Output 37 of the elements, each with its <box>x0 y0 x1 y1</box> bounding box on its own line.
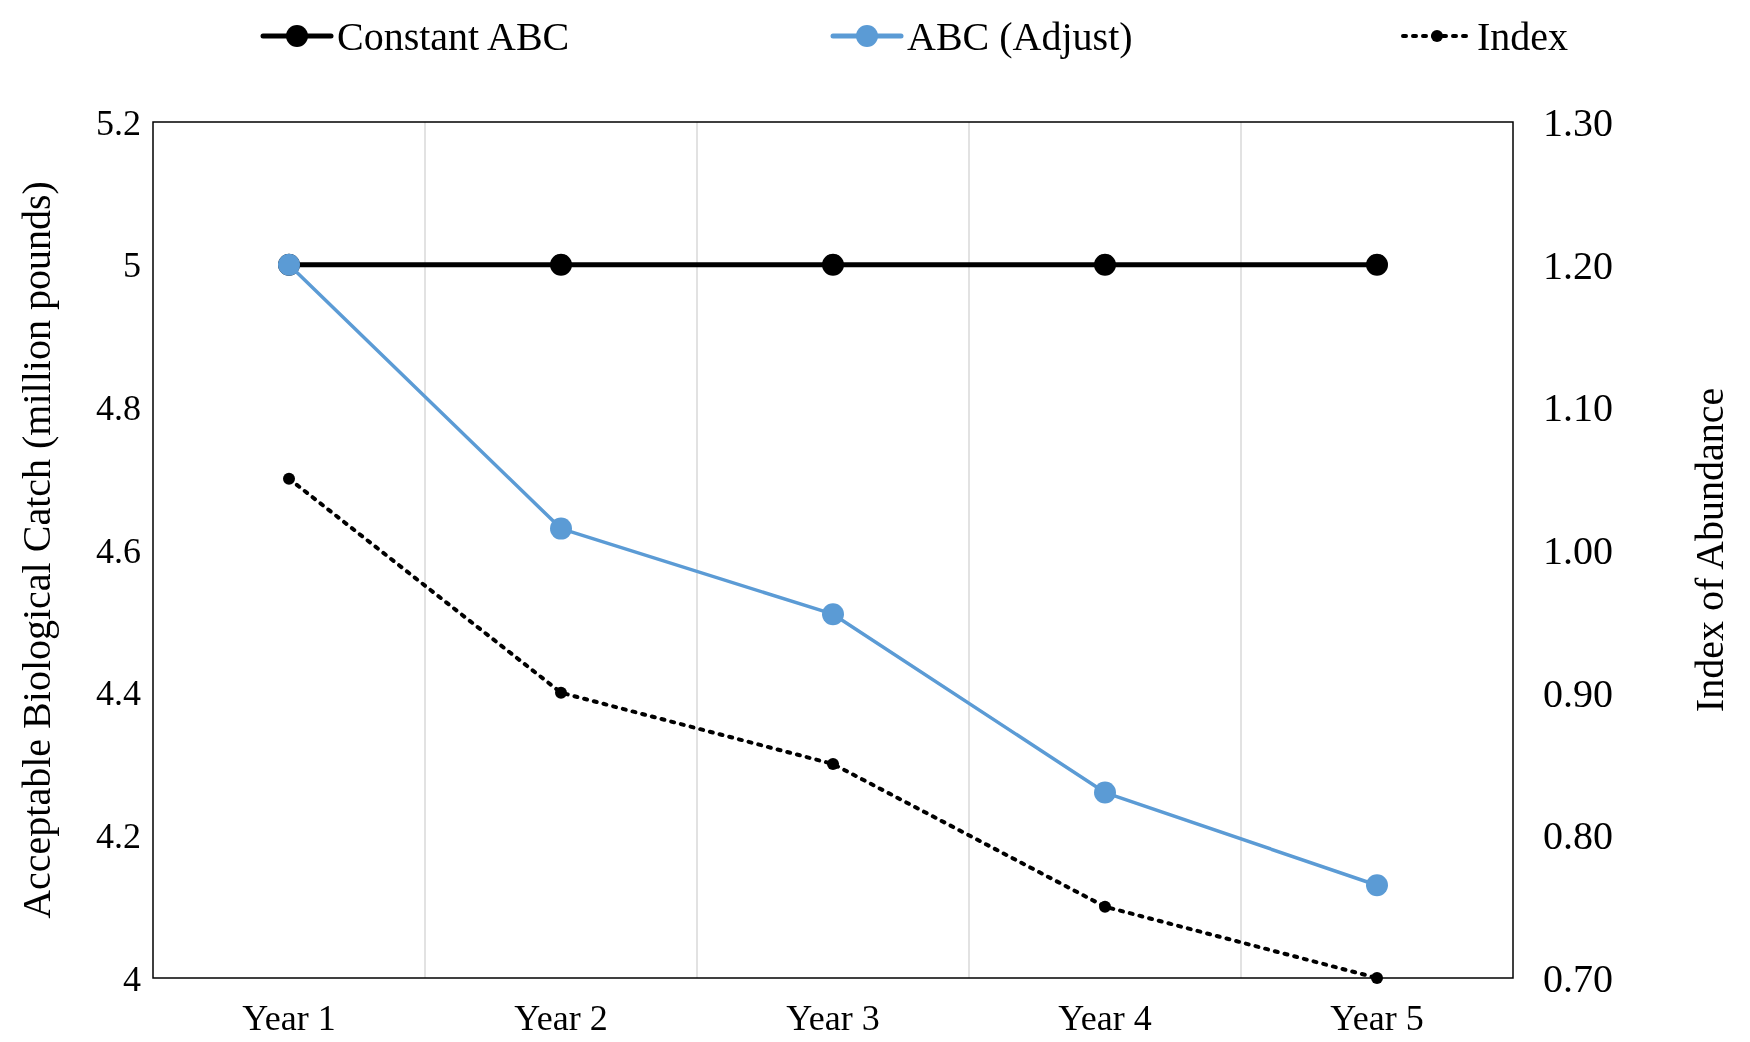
y-tick-label: 5.2 <box>96 102 141 143</box>
y2-tick-label: 1.30 <box>1543 100 1613 145</box>
legend-label: Index <box>1477 14 1569 59</box>
y2-tick-label: 0.80 <box>1543 813 1613 859</box>
y2-axis-title: Index of Abundance <box>1687 387 1732 713</box>
y-tick-label: 4 <box>123 958 141 999</box>
y-tick-label: 5 <box>123 245 141 286</box>
x-tick-label: Year 1 <box>242 998 336 1038</box>
y2-tick-label: 1.20 <box>1543 242 1613 288</box>
y-tick-label: 4.2 <box>96 815 141 856</box>
y-tick-label: 4.6 <box>96 530 141 571</box>
point <box>1366 253 1388 276</box>
point <box>550 517 572 540</box>
y2-tick-label: 0.70 <box>1543 956 1613 1001</box>
point <box>1366 874 1388 897</box>
point <box>1094 253 1116 276</box>
legend-label: ABC (Adjust) <box>907 14 1133 59</box>
point <box>283 472 295 485</box>
point <box>822 603 844 626</box>
x-tick-label: Year 4 <box>1058 998 1152 1038</box>
y2-tick-label: 1.10 <box>1543 385 1613 431</box>
y2-tick-label: 0.90 <box>1543 670 1613 716</box>
point <box>822 253 844 276</box>
x-tick-label: Year 3 <box>786 998 880 1038</box>
point <box>555 686 567 699</box>
y-axis-title: Acceptable Biological Catch (million pounds) <box>14 181 59 919</box>
point <box>550 253 572 276</box>
y2-tick-label: 1.00 <box>1543 528 1613 573</box>
point <box>1371 972 1383 984</box>
y-tick-label: 4.8 <box>96 387 141 428</box>
y-tick-label: 4.4 <box>96 673 141 714</box>
point <box>1094 781 1116 804</box>
legend-label: Constant ABC <box>337 14 570 59</box>
x-tick-label: Year 5 <box>1330 998 1424 1038</box>
x-tick-label: Year 2 <box>514 998 608 1038</box>
point <box>1099 900 1111 913</box>
point <box>827 758 839 770</box>
